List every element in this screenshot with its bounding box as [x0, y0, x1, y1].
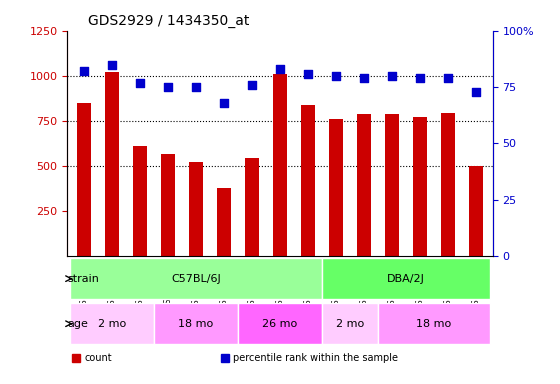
Point — [220, 100, 228, 106]
Bar — [329, 119, 343, 256]
FancyBboxPatch shape — [322, 303, 378, 344]
Point — [248, 82, 256, 88]
Text: 2 mo: 2 mo — [336, 319, 364, 329]
Text: 26 mo: 26 mo — [263, 319, 297, 329]
Point — [360, 75, 368, 81]
Point — [276, 66, 284, 72]
Text: 18 mo: 18 mo — [417, 319, 451, 329]
Text: count: count — [84, 353, 112, 363]
Point — [388, 73, 396, 79]
Text: 18 mo: 18 mo — [179, 319, 213, 329]
Text: age: age — [68, 319, 88, 329]
FancyBboxPatch shape — [70, 258, 322, 299]
Point — [192, 84, 200, 90]
Text: percentile rank within the sample: percentile rank within the sample — [233, 353, 398, 363]
Point — [108, 61, 116, 68]
Point — [444, 75, 452, 81]
Point — [136, 79, 144, 86]
Text: strain: strain — [68, 274, 100, 284]
Point — [416, 75, 424, 81]
Bar — [133, 146, 147, 256]
Bar — [77, 103, 91, 256]
FancyBboxPatch shape — [238, 303, 322, 344]
Text: C57BL/6J: C57BL/6J — [171, 274, 221, 284]
Bar — [217, 189, 231, 256]
Bar — [385, 114, 399, 256]
FancyBboxPatch shape — [322, 258, 490, 299]
Bar — [469, 166, 483, 256]
Bar — [161, 154, 175, 256]
Text: 2 mo: 2 mo — [98, 319, 126, 329]
Point — [472, 88, 480, 94]
Bar — [301, 105, 315, 256]
Bar — [105, 72, 119, 256]
Bar — [441, 113, 455, 256]
Bar — [189, 162, 203, 256]
Bar — [273, 74, 287, 256]
Bar — [245, 158, 259, 256]
Text: GDS2929 / 1434350_at: GDS2929 / 1434350_at — [88, 14, 250, 28]
FancyBboxPatch shape — [154, 303, 238, 344]
Point — [164, 84, 172, 90]
FancyBboxPatch shape — [70, 303, 154, 344]
Point — [80, 68, 88, 74]
Bar — [413, 117, 427, 256]
Point — [304, 71, 312, 77]
Text: DBA/2J: DBA/2J — [387, 274, 425, 284]
Point — [332, 73, 340, 79]
FancyBboxPatch shape — [378, 303, 490, 344]
Bar — [357, 114, 371, 256]
